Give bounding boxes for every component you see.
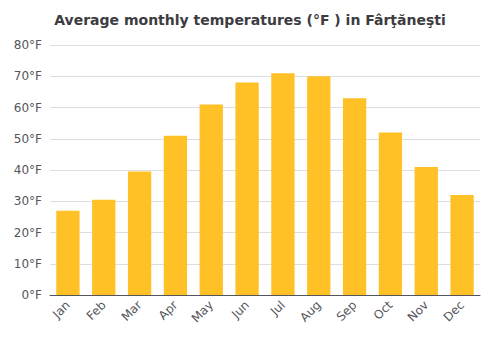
svg-text:60°F: 60°F bbox=[14, 101, 42, 115]
svg-text:40°F: 40°F bbox=[14, 163, 42, 177]
svg-text:Dec: Dec bbox=[441, 298, 467, 324]
svg-text:Apr: Apr bbox=[156, 298, 181, 323]
svg-text:Feb: Feb bbox=[84, 298, 109, 323]
svg-text:Jan: Jan bbox=[49, 298, 73, 322]
svg-text:May: May bbox=[189, 298, 216, 325]
svg-text:20°F: 20°F bbox=[14, 226, 42, 240]
svg-text:Aug: Aug bbox=[297, 298, 323, 324]
svg-text:30°F: 30°F bbox=[14, 194, 42, 208]
svg-text:Oct: Oct bbox=[371, 298, 396, 323]
svg-text:Mar: Mar bbox=[119, 298, 145, 324]
svg-text:Jun: Jun bbox=[228, 298, 252, 322]
svg-text:Sep: Sep bbox=[334, 298, 360, 324]
svg-text:10°F: 10°F bbox=[14, 257, 42, 271]
svg-text:50°F: 50°F bbox=[14, 132, 42, 146]
svg-text:70°F: 70°F bbox=[14, 69, 42, 83]
svg-text:Average monthly temperatures (: Average monthly temperatures (°F ) in Fâ… bbox=[54, 12, 446, 28]
svg-text:Nov: Nov bbox=[405, 298, 431, 324]
svg-text:Jul: Jul bbox=[267, 298, 288, 319]
svg-text:80°F: 80°F bbox=[14, 38, 42, 52]
svg-text:0°F: 0°F bbox=[21, 288, 42, 302]
